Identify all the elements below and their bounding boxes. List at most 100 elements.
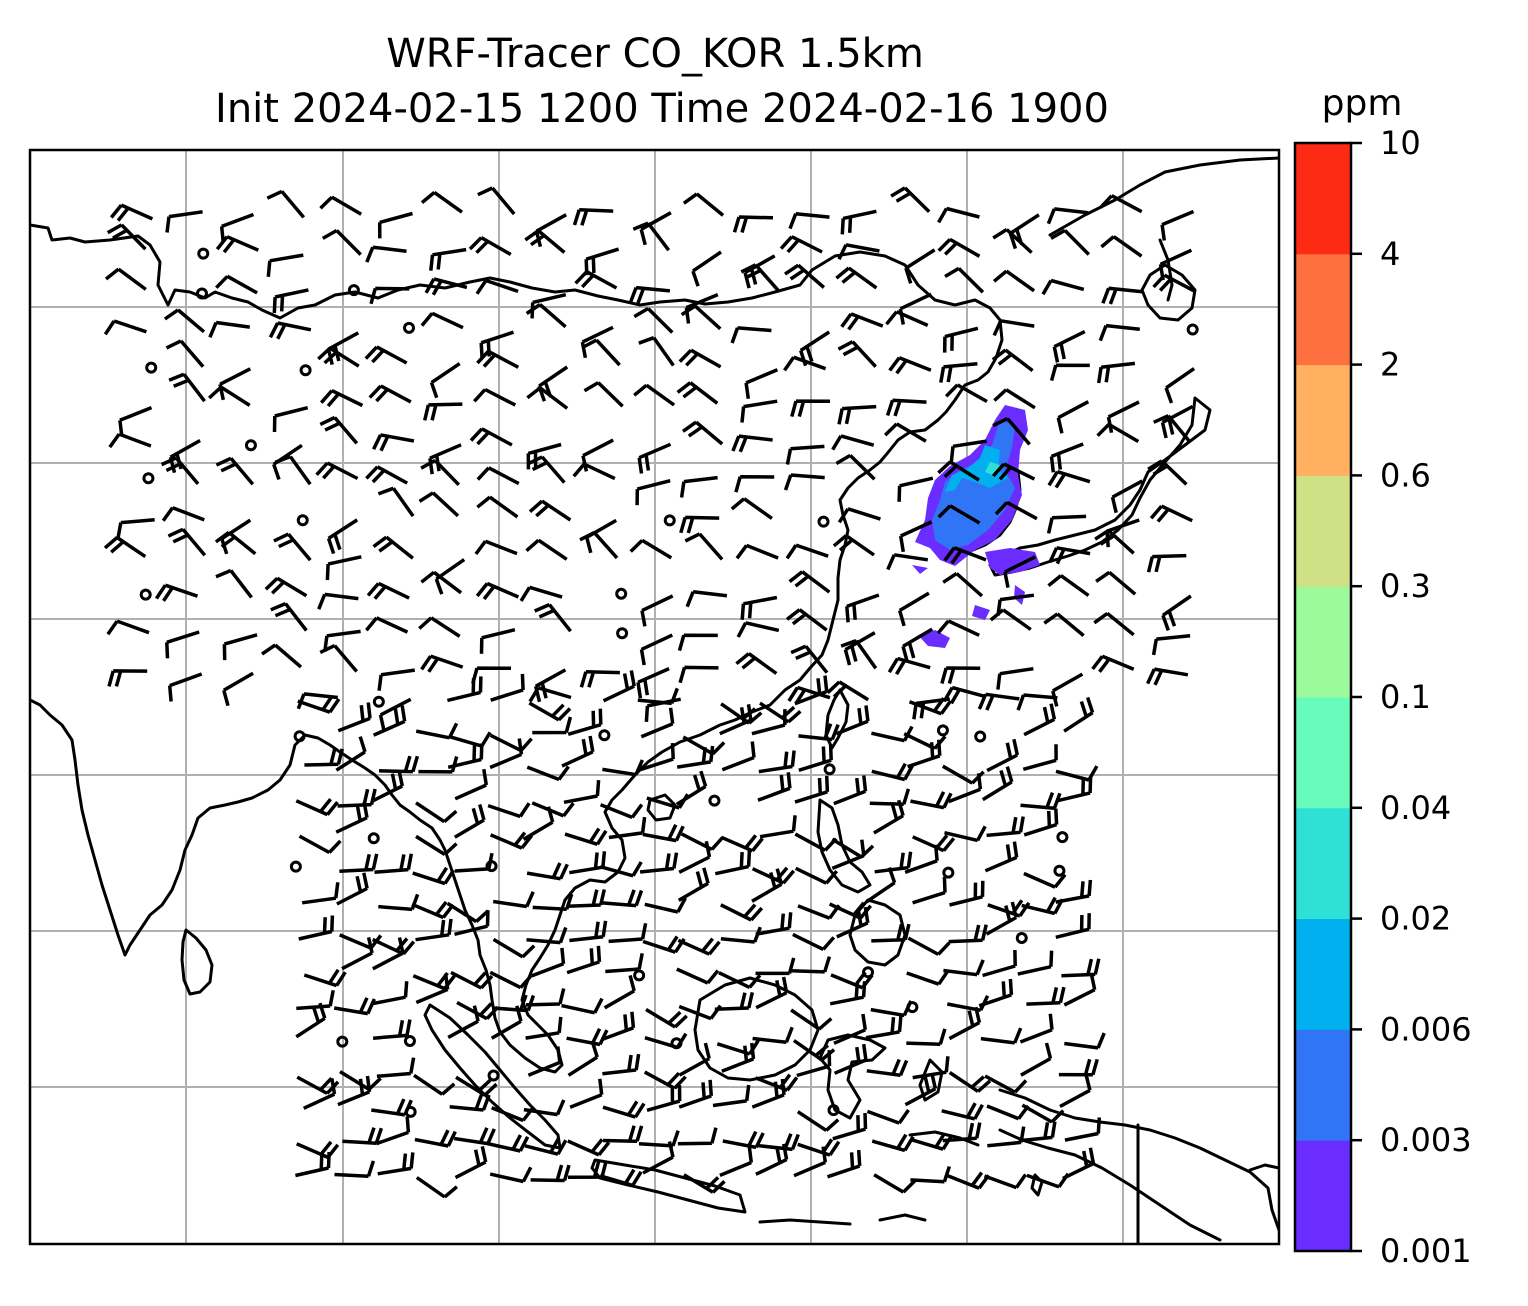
wind-barb — [525, 1016, 563, 1040]
wind-barb — [831, 434, 875, 451]
wind-barb — [732, 215, 774, 233]
wind-barb — [866, 1058, 909, 1078]
wind-barb — [304, 748, 344, 767]
wind-barb — [798, 744, 833, 772]
wind-barb — [301, 882, 340, 905]
wind-barb — [1046, 207, 1089, 225]
wind-barb — [214, 530, 257, 556]
wind-barb — [1047, 470, 1091, 489]
wind-barb — [599, 803, 644, 820]
wind-barb — [942, 685, 986, 705]
wind-barb — [678, 1042, 711, 1077]
wind-barb — [1049, 363, 1090, 382]
wind-barb — [898, 292, 932, 325]
wind-barb — [642, 824, 685, 843]
wind-barb — [583, 381, 624, 408]
wind-barb — [722, 1130, 765, 1150]
colorbar-tick-label-0.02: 0.02 — [1380, 900, 1451, 938]
wind-barb — [682, 192, 725, 217]
wind-barb — [1020, 1042, 1053, 1077]
wind-barb — [736, 621, 780, 638]
wind-barb — [415, 1176, 459, 1199]
wind-barb — [784, 263, 826, 289]
wind-barb — [453, 804, 486, 839]
wind-barb — [1052, 330, 1086, 363]
wind-barb — [522, 806, 555, 841]
wind-barb — [636, 666, 670, 699]
wind-barb — [678, 1079, 714, 1109]
wind-barb — [222, 671, 254, 707]
wind-barb — [528, 499, 572, 522]
wind-barb — [1161, 594, 1192, 631]
colorbar-ticks: 0.001 0.003 0.006 0.02 0.04 0.1 0.3 0.6 2 4 10 — [1351, 124, 1472, 1270]
wind-barb — [1017, 950, 1054, 976]
wind-barb — [429, 362, 461, 399]
wind-barb — [563, 779, 601, 805]
wind-barb — [734, 474, 775, 493]
wind-barb — [837, 243, 880, 260]
wind-barb — [1055, 879, 1093, 904]
wind-barb — [489, 738, 524, 770]
wind-barb — [637, 442, 672, 474]
wind-barb — [372, 433, 415, 452]
wind-barb — [569, 851, 607, 875]
wind-barb — [490, 673, 525, 702]
wind-barb — [319, 195, 363, 216]
wind-barb — [273, 532, 312, 562]
wind-barb — [941, 1102, 984, 1121]
wind-barb — [1023, 703, 1057, 737]
wind-barb — [752, 1026, 794, 1044]
wind-barb — [942, 572, 984, 598]
wind-barb-calm — [197, 247, 210, 260]
wind-barb — [735, 652, 778, 675]
wind-barb — [1146, 553, 1187, 573]
wind-barb — [714, 850, 752, 876]
coastline-hokkaido — [1140, 263, 1197, 322]
wind-barb — [420, 458, 461, 487]
wind-barb — [492, 937, 536, 959]
wind-barb — [532, 716, 573, 735]
wind-barb — [116, 518, 155, 539]
wind-barb — [581, 338, 621, 367]
wind-barb — [454, 910, 490, 936]
wind-barb — [865, 867, 897, 904]
wind-barb — [165, 339, 205, 368]
wind-barb — [1023, 871, 1067, 889]
wind-barb — [1100, 235, 1143, 258]
wind-barb — [833, 1043, 868, 1075]
wind-barb — [1026, 986, 1066, 1006]
wind-barb — [519, 585, 563, 602]
wind-barb — [640, 594, 674, 627]
wind-barb — [639, 852, 679, 874]
wind-barb — [270, 601, 308, 632]
wind-barb — [719, 704, 753, 736]
wind-barb-calm — [289, 860, 302, 873]
wind-barb — [712, 1084, 751, 1108]
wind-barb — [295, 1151, 331, 1178]
wind-barb — [981, 766, 1014, 802]
wind-barb — [1152, 273, 1196, 293]
wind-barb — [317, 592, 359, 610]
wind-barb — [476, 495, 519, 519]
wind-barb — [526, 765, 570, 782]
wind-barb — [640, 743, 675, 772]
wind-barb — [524, 1137, 568, 1156]
wind-barb — [740, 263, 780, 292]
wind-barb — [1147, 459, 1188, 486]
plume-patch-3 — [1014, 585, 1025, 605]
wind-barb — [1018, 1121, 1057, 1143]
wind-barb — [420, 570, 463, 595]
wind-barb — [528, 686, 572, 703]
colorbar-tick-label-0.006: 0.006 — [1380, 1010, 1472, 1048]
wind-barb — [788, 211, 830, 230]
wind-barb-calm — [296, 514, 309, 527]
wind-barb — [840, 209, 877, 235]
wind-barb — [429, 247, 467, 271]
wind-barb — [372, 705, 407, 737]
wind-barb — [796, 1110, 840, 1132]
wind-barb — [454, 1146, 488, 1180]
wind-barb — [633, 306, 674, 334]
wind-barb — [992, 269, 1036, 293]
wind-barb — [377, 486, 415, 518]
wind-barb — [1101, 286, 1143, 305]
